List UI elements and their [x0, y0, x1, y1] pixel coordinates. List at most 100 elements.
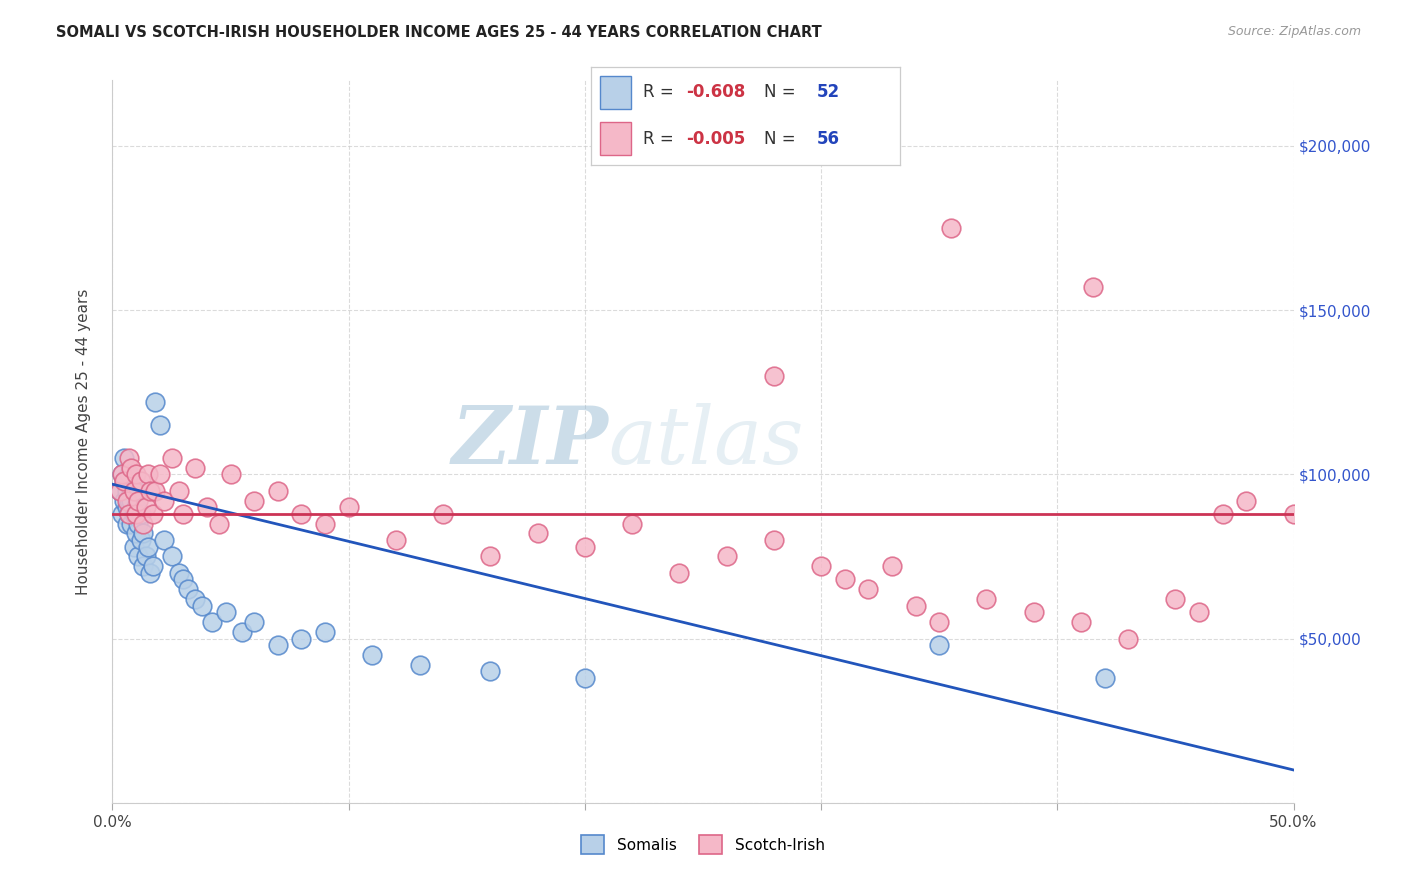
Point	[574, 671, 596, 685]
Point	[160, 450, 183, 465]
Point	[122, 507, 145, 521]
Point	[267, 483, 290, 498]
Point	[479, 665, 502, 679]
Point	[129, 507, 152, 521]
Point	[167, 483, 190, 498]
Point	[125, 526, 148, 541]
Point	[115, 516, 138, 531]
Point	[337, 500, 360, 515]
Point	[118, 467, 141, 482]
Point	[762, 533, 785, 547]
Point	[149, 418, 172, 433]
Point	[762, 368, 785, 383]
Point	[122, 483, 145, 498]
Point	[243, 615, 266, 630]
Point	[135, 549, 157, 564]
Point	[118, 493, 141, 508]
Point	[1094, 671, 1116, 685]
Point	[290, 632, 312, 646]
Point	[1188, 605, 1211, 619]
Point	[231, 625, 253, 640]
Point	[880, 559, 903, 574]
Point	[243, 493, 266, 508]
Point	[115, 493, 138, 508]
Point	[139, 483, 162, 498]
Text: R =: R =	[643, 129, 679, 147]
Point	[1022, 605, 1045, 619]
Point	[112, 493, 135, 508]
Text: ZIP: ZIP	[451, 403, 609, 480]
Point	[432, 507, 454, 521]
Point	[904, 599, 927, 613]
Text: 52: 52	[817, 84, 839, 102]
Point	[408, 657, 430, 672]
Point	[108, 483, 131, 498]
Point	[129, 533, 152, 547]
Text: SOMALI VS SCOTCH-IRISH HOUSEHOLDER INCOME AGES 25 - 44 YEARS CORRELATION CHART: SOMALI VS SCOTCH-IRISH HOUSEHOLDER INCOM…	[56, 25, 823, 40]
Point	[111, 467, 134, 482]
Point	[153, 493, 176, 508]
Point	[810, 559, 832, 574]
Point	[127, 516, 149, 531]
Text: N =: N =	[763, 129, 800, 147]
Point	[1212, 507, 1234, 521]
Point	[115, 483, 138, 498]
FancyBboxPatch shape	[600, 122, 631, 155]
Point	[136, 540, 159, 554]
Point	[928, 615, 950, 630]
Point	[191, 599, 214, 613]
Point	[177, 582, 200, 597]
Point	[118, 507, 141, 521]
Point	[136, 467, 159, 482]
Point	[621, 516, 644, 531]
Point	[1234, 493, 1257, 508]
Point	[361, 648, 384, 662]
FancyBboxPatch shape	[600, 76, 631, 109]
Point	[574, 540, 596, 554]
Text: R =: R =	[643, 84, 679, 102]
Point	[142, 559, 165, 574]
Point	[129, 474, 152, 488]
Legend: Somalis, Scotch-Irish: Somalis, Scotch-Irish	[575, 830, 831, 860]
Point	[385, 533, 408, 547]
Point	[120, 516, 142, 531]
Point	[314, 625, 336, 640]
Point	[111, 507, 134, 521]
Point	[834, 573, 856, 587]
Point	[132, 516, 155, 531]
Point	[115, 500, 138, 515]
Point	[290, 507, 312, 521]
Point	[1070, 615, 1092, 630]
Point	[135, 500, 157, 515]
Point	[184, 592, 207, 607]
Point	[125, 483, 148, 498]
Point	[928, 638, 950, 652]
Point	[184, 460, 207, 475]
Point	[111, 467, 134, 482]
Point	[208, 516, 231, 531]
Point	[112, 450, 135, 465]
Point	[716, 549, 738, 564]
Point	[201, 615, 224, 630]
Point	[668, 566, 690, 580]
Point	[118, 507, 141, 521]
Point	[1164, 592, 1187, 607]
Point	[122, 540, 145, 554]
Point	[976, 592, 998, 607]
Point	[160, 549, 183, 564]
Point	[125, 467, 148, 482]
Point	[172, 507, 194, 521]
Point	[939, 221, 962, 235]
Point	[215, 605, 238, 619]
Point	[120, 460, 142, 475]
Text: N =: N =	[763, 84, 800, 102]
Text: atlas: atlas	[609, 403, 804, 480]
Text: -0.608: -0.608	[686, 84, 745, 102]
Point	[526, 526, 548, 541]
Point	[219, 467, 242, 482]
Point	[112, 474, 135, 488]
Point	[127, 549, 149, 564]
Point	[132, 559, 155, 574]
Point	[120, 483, 142, 498]
Text: -0.005: -0.005	[686, 129, 745, 147]
